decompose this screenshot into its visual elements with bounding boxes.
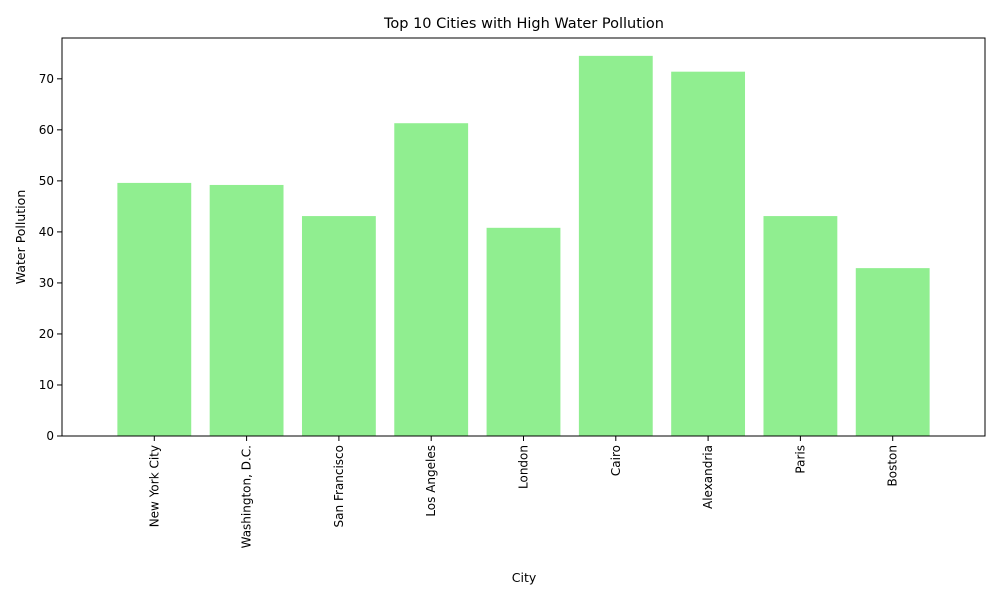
y-tick-label: 40: [39, 225, 54, 239]
bar-paris: [763, 216, 838, 436]
bar-alexandria: [671, 71, 746, 436]
y-tick-label: 0: [46, 429, 54, 443]
x-axis-label: City: [512, 570, 537, 585]
x-tick-label: Boston: [886, 445, 900, 486]
y-axis-label: Water Pollution: [13, 190, 28, 284]
plot-area-frame: [61, 37, 986, 437]
chart-title: Top 10 Cities with High Water Pollution: [383, 16, 664, 32]
x-tick-label: San Francisco: [332, 445, 346, 527]
y-axis-ticks: 0 10 20 30 40 50 60 70: [39, 72, 62, 443]
bar-los-angeles: [394, 123, 469, 436]
y-tick-label: 10: [39, 378, 54, 392]
y-tick-label: 20: [39, 327, 54, 341]
y-tick-label: 70: [39, 72, 54, 86]
bar-boston: [855, 268, 930, 436]
x-tick-label: London: [517, 445, 531, 489]
y-tick-label: 50: [39, 174, 54, 188]
bar-new-york-city: [117, 182, 192, 436]
bars-group: [117, 55, 930, 436]
x-tick-label: Paris: [793, 445, 807, 474]
bar-washington-d-c: [209, 184, 284, 436]
bar-london: [486, 227, 561, 436]
x-tick-label: Alexandria: [701, 445, 715, 509]
x-tick-label: Los Angeles: [424, 445, 438, 517]
y-tick-label: 30: [39, 276, 54, 290]
bar-cairo: [578, 55, 653, 436]
x-tick-label: New York City: [147, 445, 161, 527]
bar-san-francisco: [301, 216, 376, 436]
x-axis-ticks: New York City Washington, D.C. San Francis…: [147, 436, 900, 548]
x-tick-label: Washington, D.C.: [240, 445, 254, 548]
x-tick-label: Cairo: [609, 445, 623, 476]
y-tick-label: 60: [39, 123, 54, 137]
